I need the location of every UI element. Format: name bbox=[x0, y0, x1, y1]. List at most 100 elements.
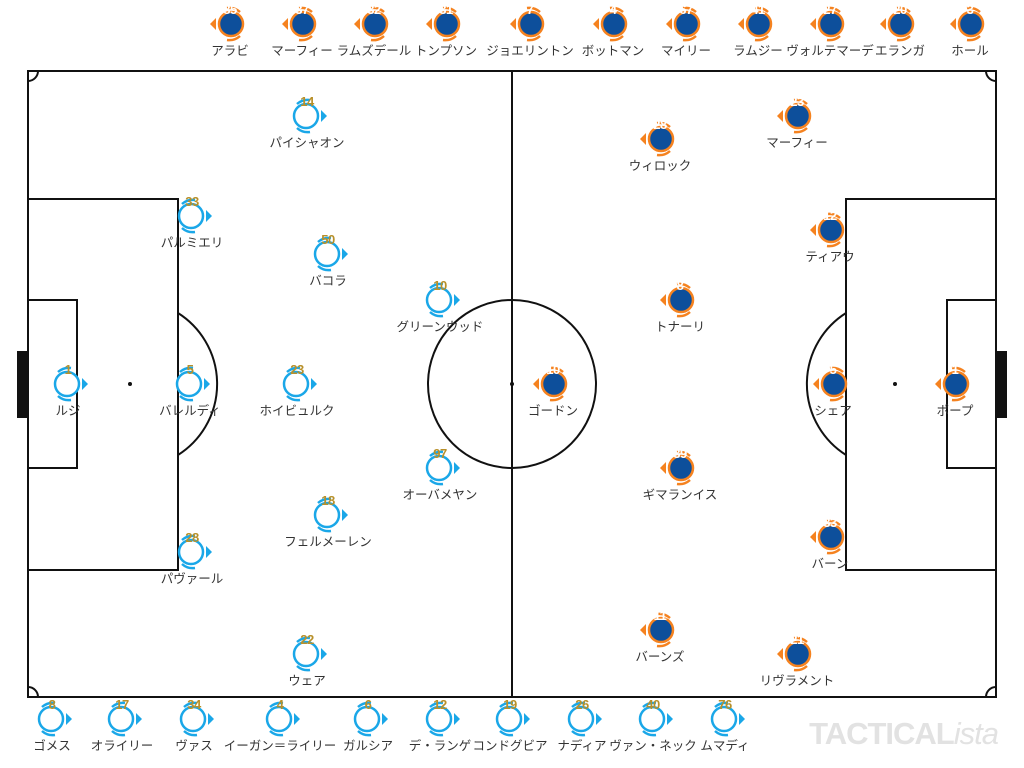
player-token-icon: 31 bbox=[424, 2, 468, 46]
player-name: ウィロック bbox=[628, 158, 692, 173]
player-token-icon: 28 bbox=[638, 117, 682, 161]
player-marker[interactable]: 5 シェア bbox=[788, 362, 878, 419]
player-name: ティアウ bbox=[805, 249, 855, 264]
bench-player[interactable]: 76 ムマディ bbox=[680, 697, 770, 754]
player-marker[interactable]: 1 ポープ bbox=[910, 362, 1000, 419]
player-token-icon: 12 bbox=[418, 697, 462, 741]
player-token-icon: 17 bbox=[100, 697, 144, 741]
player-marker[interactable]: 8 トナーリ bbox=[635, 278, 725, 335]
player-number: 76 bbox=[718, 697, 732, 712]
bench-player[interactable]: 34 ヴァス bbox=[149, 697, 239, 754]
bench-player[interactable]: 26 ナディア bbox=[537, 697, 627, 754]
bench-player[interactable]: 3 ホール bbox=[925, 2, 1015, 59]
player-marker[interactable]: 28 パヴァール bbox=[147, 530, 237, 587]
player-token-icon: 11 bbox=[638, 608, 682, 652]
player-marker[interactable]: 10 ゴードン bbox=[508, 362, 598, 419]
player-name: バレルディ bbox=[159, 403, 221, 418]
player-name: バコラ bbox=[309, 273, 347, 288]
player-number: 6 bbox=[364, 697, 372, 712]
player-token-icon: 8 bbox=[658, 278, 702, 322]
player-token-icon: 21 bbox=[775, 632, 819, 676]
player-token-icon: 10 bbox=[418, 278, 462, 322]
player-token-icon: 12 bbox=[808, 208, 852, 252]
player-name: アラビ bbox=[211, 43, 249, 58]
player-token-icon: 97 bbox=[418, 446, 462, 490]
bench-player[interactable]: 37 マーフィー bbox=[257, 2, 347, 59]
player-marker[interactable]: 97 オーバメヤン bbox=[395, 446, 485, 503]
player-number: 10 bbox=[433, 278, 447, 293]
player-marker[interactable]: 11 バーンズ bbox=[615, 608, 705, 665]
player-number: 37 bbox=[295, 2, 309, 17]
player-name: ヴァン・ネック bbox=[609, 738, 697, 753]
player-marker[interactable]: 22 ウェア bbox=[262, 632, 352, 689]
bench-player[interactable]: 6 ガルシア bbox=[323, 697, 413, 754]
bench-player[interactable]: 19 コンドグビア bbox=[465, 697, 555, 754]
player-number: 97 bbox=[433, 446, 447, 461]
player-token-icon: 8 bbox=[30, 697, 74, 741]
player-marker[interactable]: 14 パイシャオン bbox=[262, 94, 352, 151]
bench-player[interactable]: 4 ボットマン bbox=[568, 2, 658, 59]
bench-player[interactable]: 41 ラムジー bbox=[713, 2, 803, 59]
player-token-icon: 76 bbox=[703, 697, 747, 741]
player-marker[interactable]: 12 ティアウ bbox=[785, 208, 875, 265]
player-name: パイシャオン bbox=[269, 135, 345, 150]
player-marker[interactable]: 50 バコラ bbox=[283, 232, 373, 289]
player-token-icon: 23 bbox=[275, 362, 319, 406]
player-token-icon: 34 bbox=[172, 697, 216, 741]
player-name: ジョエリントン bbox=[486, 43, 574, 58]
bench-player[interactable]: 12 デ・ランゲ bbox=[395, 697, 485, 754]
player-marker[interactable]: 21 リヴラメント bbox=[752, 632, 842, 689]
player-token-icon: 50 bbox=[306, 232, 350, 276]
bench-player[interactable]: 17 オライリー bbox=[77, 697, 167, 754]
player-token-icon: 39 bbox=[658, 446, 702, 490]
bench-player[interactable]: 4 イーガン＝ライリー bbox=[224, 697, 337, 754]
player-number: 10 bbox=[546, 362, 560, 377]
player-number: 11 bbox=[653, 608, 667, 623]
player-name: ウェア bbox=[288, 673, 326, 688]
player-token-icon: 27 bbox=[808, 2, 852, 46]
player-name: パルミエリ bbox=[160, 235, 224, 250]
player-marker[interactable]: 23 ホイビュルク bbox=[252, 362, 342, 419]
player-token-icon: 6 bbox=[346, 697, 390, 741]
player-marker[interactable]: 18 フェルメーレン bbox=[283, 493, 373, 550]
player-name: ムマディ bbox=[700, 738, 750, 753]
bench-player[interactable]: 31 トンプソン bbox=[401, 2, 491, 59]
player-name: ガルシア bbox=[342, 738, 393, 753]
bench-player[interactable]: 32 ラムズデール bbox=[329, 2, 419, 59]
player-marker[interactable]: 33 バーン bbox=[785, 515, 875, 572]
player-token-icon: 33 bbox=[808, 515, 852, 559]
bench-player[interactable]: 40 ヴァン・ネック bbox=[608, 697, 698, 754]
player-number: 8 bbox=[676, 278, 684, 293]
player-number: 33 bbox=[185, 194, 199, 209]
player-token-icon: 20 bbox=[878, 2, 922, 46]
player-number: 18 bbox=[321, 493, 335, 508]
bench-player[interactable]: 8 ゴメス bbox=[7, 697, 97, 754]
bench-player[interactable]: 85 アラビ bbox=[185, 2, 275, 59]
bench-player[interactable]: 20 エランガ bbox=[855, 2, 945, 59]
player-number: 28 bbox=[185, 530, 199, 545]
player-number: 26 bbox=[575, 697, 589, 712]
player-marker[interactable]: 10 グリーンウッド bbox=[395, 278, 485, 335]
player-name: トナーリ bbox=[654, 319, 705, 334]
bench-player[interactable]: 67 マイリー bbox=[641, 2, 731, 59]
bench-player[interactable]: 7 ジョエリントン bbox=[485, 2, 575, 59]
player-name: オーバメヤン bbox=[402, 487, 478, 502]
player-number: 3 bbox=[966, 2, 974, 17]
player-marker[interactable]: 33 パルミエリ bbox=[147, 194, 237, 251]
player-number: 12 bbox=[433, 697, 447, 712]
player-marker[interactable]: 28 ウィロック bbox=[615, 117, 705, 174]
player-marker[interactable]: 1 ルジ bbox=[23, 362, 113, 419]
player-token-icon: 33 bbox=[170, 194, 214, 238]
player-marker[interactable]: 5 バレルディ bbox=[145, 362, 235, 419]
player-name: フェルメーレン bbox=[284, 534, 372, 549]
player-name: グリーンウッド bbox=[396, 319, 484, 334]
player-marker[interactable]: 23 マーフィー bbox=[752, 94, 842, 151]
player-number: 14 bbox=[300, 94, 314, 109]
bench-player[interactable]: 27 ヴォルテマーデ bbox=[785, 2, 875, 59]
player-number: 32 bbox=[367, 2, 381, 17]
player-marker[interactable]: 39 ギマランイス bbox=[635, 446, 725, 503]
player-name: デ・ランゲ bbox=[408, 738, 472, 753]
player-token-icon: 37 bbox=[280, 2, 324, 46]
player-token-icon: 26 bbox=[560, 697, 604, 741]
